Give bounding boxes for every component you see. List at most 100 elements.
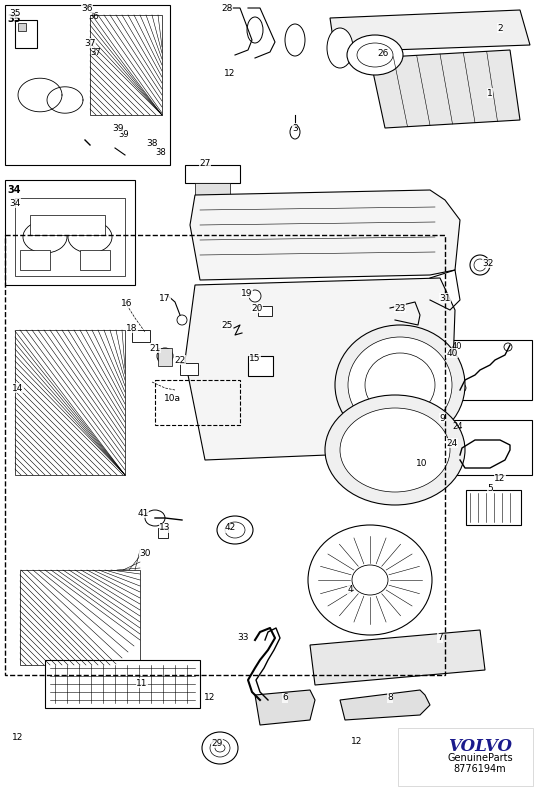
Ellipse shape bbox=[470, 255, 490, 275]
Bar bbox=[90, 15, 162, 115]
Ellipse shape bbox=[210, 739, 230, 757]
Bar bbox=[195, 183, 230, 195]
Text: 7: 7 bbox=[437, 634, 443, 642]
Text: 35: 35 bbox=[7, 14, 20, 24]
Bar bbox=[20, 250, 50, 270]
Ellipse shape bbox=[347, 35, 403, 75]
Text: 12: 12 bbox=[351, 738, 363, 747]
Bar bbox=[258, 306, 272, 316]
Text: 1: 1 bbox=[487, 88, 493, 97]
Ellipse shape bbox=[177, 315, 187, 325]
Text: 32: 32 bbox=[482, 258, 494, 268]
Text: 12: 12 bbox=[224, 69, 236, 77]
Text: 16: 16 bbox=[121, 299, 133, 307]
Text: 37: 37 bbox=[84, 39, 96, 47]
Polygon shape bbox=[310, 630, 485, 685]
Text: 20: 20 bbox=[251, 303, 263, 313]
Text: 35: 35 bbox=[9, 9, 21, 17]
Text: 28: 28 bbox=[221, 3, 233, 13]
Ellipse shape bbox=[474, 259, 486, 271]
Text: 37: 37 bbox=[90, 48, 101, 57]
Text: 39: 39 bbox=[118, 130, 129, 139]
Ellipse shape bbox=[327, 28, 353, 68]
Text: 18: 18 bbox=[126, 323, 138, 333]
Text: 40: 40 bbox=[447, 348, 458, 358]
Ellipse shape bbox=[340, 408, 450, 492]
Text: 24: 24 bbox=[447, 438, 458, 447]
Text: 6: 6 bbox=[282, 694, 288, 702]
Text: 27: 27 bbox=[199, 159, 211, 167]
Bar bbox=[185, 165, 240, 183]
Ellipse shape bbox=[458, 384, 466, 392]
Text: 23: 23 bbox=[394, 303, 406, 313]
Text: 4: 4 bbox=[347, 585, 353, 595]
Text: 14: 14 bbox=[12, 383, 24, 393]
Bar bbox=[180, 363, 198, 375]
Text: 8776194m: 8776194m bbox=[454, 764, 506, 774]
Ellipse shape bbox=[202, 732, 238, 764]
Ellipse shape bbox=[325, 395, 465, 505]
Ellipse shape bbox=[225, 522, 245, 538]
Text: 38: 38 bbox=[146, 138, 158, 148]
Text: 24: 24 bbox=[452, 422, 463, 431]
Text: 21: 21 bbox=[150, 344, 161, 352]
Text: 10a: 10a bbox=[164, 393, 181, 402]
Ellipse shape bbox=[217, 516, 253, 544]
Ellipse shape bbox=[23, 221, 67, 253]
Bar bbox=[450, 420, 532, 475]
Text: 11: 11 bbox=[136, 679, 148, 687]
Ellipse shape bbox=[335, 325, 465, 445]
Bar bbox=[15, 330, 125, 475]
Ellipse shape bbox=[285, 24, 305, 56]
Text: 10: 10 bbox=[416, 458, 428, 468]
Text: 12: 12 bbox=[494, 473, 506, 483]
Bar bbox=[45, 660, 200, 708]
Text: 12: 12 bbox=[204, 694, 216, 702]
Ellipse shape bbox=[157, 348, 173, 364]
Polygon shape bbox=[190, 190, 460, 280]
Text: 15: 15 bbox=[249, 353, 261, 363]
Bar bbox=[450, 340, 532, 400]
Ellipse shape bbox=[365, 353, 435, 417]
Bar bbox=[398, 728, 533, 786]
Text: 5: 5 bbox=[487, 483, 493, 492]
Polygon shape bbox=[330, 10, 530, 52]
Polygon shape bbox=[255, 690, 315, 725]
Text: 40: 40 bbox=[452, 342, 463, 351]
Polygon shape bbox=[185, 278, 455, 460]
Text: VOLVO: VOLVO bbox=[448, 738, 512, 755]
Text: 22: 22 bbox=[174, 356, 186, 364]
Bar bbox=[155, 380, 240, 425]
Ellipse shape bbox=[504, 343, 512, 351]
Text: 39: 39 bbox=[112, 123, 124, 133]
Text: 30: 30 bbox=[139, 548, 151, 558]
Text: 31: 31 bbox=[439, 294, 451, 303]
Text: 8: 8 bbox=[387, 694, 393, 702]
Text: 25: 25 bbox=[221, 321, 233, 329]
Bar bbox=[5, 5, 170, 165]
Text: 2: 2 bbox=[497, 24, 503, 32]
Text: 41: 41 bbox=[137, 509, 148, 517]
Polygon shape bbox=[340, 690, 430, 720]
Bar bbox=[5, 180, 135, 285]
Text: 36: 36 bbox=[88, 12, 99, 21]
Ellipse shape bbox=[68, 221, 112, 253]
Text: 34: 34 bbox=[7, 185, 20, 195]
Ellipse shape bbox=[247, 17, 263, 43]
Text: 26: 26 bbox=[377, 48, 388, 58]
Bar bbox=[5, 235, 445, 675]
Text: 38: 38 bbox=[155, 148, 166, 157]
Ellipse shape bbox=[215, 744, 225, 752]
Text: 3: 3 bbox=[292, 123, 298, 133]
Bar bbox=[466, 490, 521, 525]
Bar bbox=[15, 20, 37, 48]
Ellipse shape bbox=[357, 43, 393, 67]
Bar bbox=[30, 215, 105, 235]
Bar bbox=[15, 198, 125, 276]
Text: 34: 34 bbox=[9, 198, 20, 208]
Bar bbox=[80, 250, 110, 270]
Text: 19: 19 bbox=[241, 288, 253, 298]
Bar bbox=[248, 356, 273, 376]
Text: 9: 9 bbox=[439, 413, 445, 423]
Ellipse shape bbox=[352, 565, 388, 595]
